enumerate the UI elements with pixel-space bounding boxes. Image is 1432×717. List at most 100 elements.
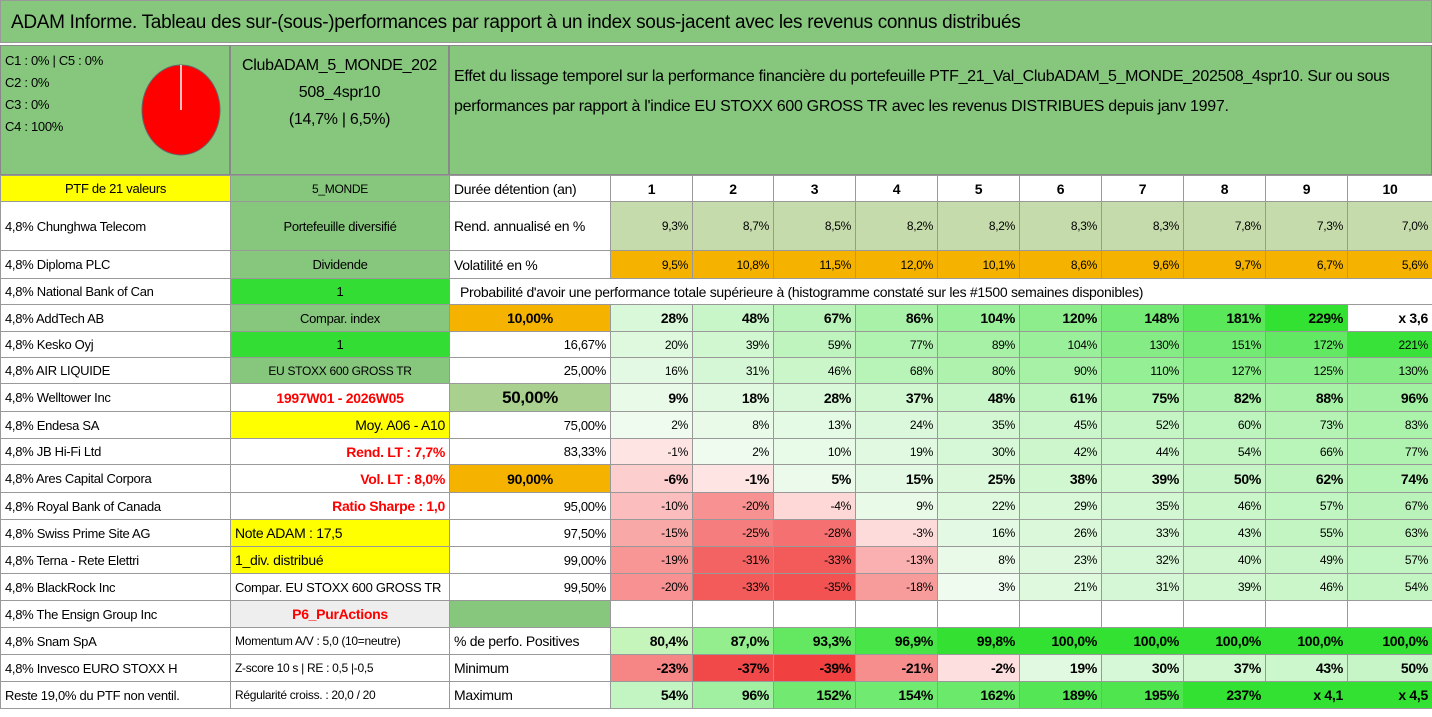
table-row: 4,8% Ares Capital Corpora Vol. LT : 8,0% 9… [0,464,1432,493]
info-cell: Note ADAM : 17,5 [230,519,450,547]
value-cell: 20% [610,331,693,358]
info-cell: Régularité croiss. : 20,0 / 20 [230,681,450,709]
value-cell: 60% [1183,411,1266,439]
value-cell: 55% [1265,519,1348,547]
value-cell: 9% [610,383,693,412]
value-cell: 229% [1265,304,1348,332]
value-cell: 77% [1347,438,1432,465]
value-cell: 46% [1183,492,1266,520]
value-cell [773,600,856,628]
value-cell: 8,3% [1101,201,1184,251]
value-cell: 9,6% [1101,250,1184,279]
value-cell: 86% [855,304,938,332]
holding-cell: 4,8% Swiss Prime Site AG [0,519,231,547]
value-cell: 43% [1183,519,1266,547]
value-cell: 10% [773,438,856,465]
horizon-header: 4 [855,175,938,202]
value-cell: 62% [1265,464,1348,493]
value-cell: 31% [1101,573,1184,601]
value-cell: 89% [937,331,1020,358]
table-row: 4,8% Snam SpA Momentum A/V : 5,0 (10=neut… [0,627,1432,655]
value-cell: 100,0% [1265,627,1348,655]
value-cell: 54% [610,681,693,709]
value-cell: 48% [692,304,774,332]
value-cell: -3% [855,519,938,547]
value-cell: 5% [773,464,856,493]
label-cell: Minimum [449,654,611,682]
value-cell: 30% [937,438,1020,465]
value-cell: 16% [937,519,1020,547]
info-cell: 5_MONDE [230,175,450,202]
value-cell: 50% [1183,464,1266,493]
value-cell: 32% [1101,546,1184,574]
value-cell: -35% [773,573,856,601]
performance-table: PTF de 21 valeurs 5_MONDE Durée détention … [0,175,1432,709]
value-cell: 9,3% [610,201,693,251]
value-cell: 8% [692,411,774,439]
value-cell: 152% [773,681,856,709]
value-cell: 8,2% [937,201,1020,251]
value-cell: 10,1% [937,250,1020,279]
value-cell: 44% [1101,438,1184,465]
value-cell [1347,600,1432,628]
portfolio-box: ClubADAM_5_MONDE_202 508_4spr10 (14,7% |… [230,45,449,175]
label-cell: 10,00% [449,304,611,332]
value-cell: -1% [692,464,774,493]
label-cell [449,600,611,628]
description: Effet du lissage temporel sur la perform… [454,68,1390,115]
value-cell: 2% [692,438,774,465]
holding-cell: 4,8% AIR LIQUIDE [0,357,231,384]
value-cell: 26% [1019,519,1102,547]
value-cell: 10,8% [692,250,774,279]
value-cell: 93,3% [773,627,856,655]
value-cell [1019,600,1102,628]
value-cell: 54% [1183,438,1266,465]
portfolio-line: (14,7% | 6,5%) [288,111,391,128]
info-cell: P6_PurActions [230,600,450,628]
value-cell: 154% [855,681,938,709]
value-cell: 29% [1019,492,1102,520]
value-cell: 57% [1347,546,1432,574]
value-cell: 74% [1347,464,1432,493]
value-cell: -21% [855,654,938,682]
value-cell: 100,0% [1101,627,1184,655]
label-cell: 99,50% [449,573,611,601]
title-bar: ADAM Informe. Tableau des sur-(sous-)per… [0,0,1432,43]
value-cell: -18% [855,573,938,601]
value-cell: -4% [773,492,856,520]
value-cell: 90% [1019,357,1102,384]
value-cell: -19% [610,546,693,574]
value-cell: 8,3% [1019,201,1102,251]
table-row: 4,8% AIR LIQUIDE EU STOXX 600 GROSS TR 25,… [0,357,1432,384]
value-cell: 30% [1101,654,1184,682]
holding-cell: 4,8% Diploma PLC [0,250,231,279]
value-cell: -39% [773,654,856,682]
table-row: 4,8% Swiss Prime Site AG Note ADAM : 17,5… [0,519,1432,547]
holding-cell: 4,8% AddTech AB [0,304,231,332]
label-cell: 95,00% [449,492,611,520]
table-row: 4,8% Kesko Oyj 1 16,67% 20% 39% 59% 77% 89% 104%… [0,331,1432,358]
value-cell: 19% [1019,654,1102,682]
value-cell: 8,5% [773,201,856,251]
horizon-header: 7 [1101,175,1184,202]
value-cell: 15% [855,464,938,493]
value-cell: 7,0% [1347,201,1432,251]
value-cell: 31% [692,357,774,384]
info-cell: Momentum A/V : 5,0 (10=neutre) [230,627,450,655]
value-cell: 5,6% [1347,250,1432,279]
value-cell: 104% [1019,331,1102,358]
value-cell: x 4,5 [1347,681,1432,709]
value-cell: 195% [1101,681,1184,709]
info-cell: Vol. LT : 8,0% [230,464,450,493]
info-cell: 1997W01 - 2026W05 [230,383,450,412]
table-row: 4,8% Terna - Rete Elettri 1_div. distribu… [0,546,1432,574]
value-cell: -25% [692,519,774,547]
value-cell [1183,600,1266,628]
table-row: 4,8% Diploma PLC Dividende Volatilité en %… [0,250,1432,279]
horizon-header: 10 [1347,175,1432,202]
info-cell: Ratio Sharpe : 1,0 [230,492,450,520]
value-cell: 49% [1265,546,1348,574]
pie-chart [141,64,221,156]
value-cell [1265,600,1348,628]
